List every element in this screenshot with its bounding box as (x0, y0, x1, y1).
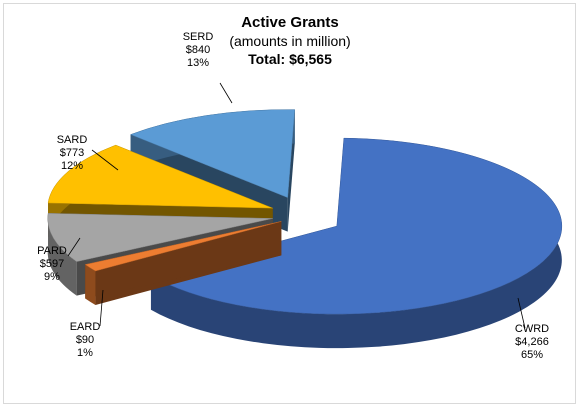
data-label-serd: SERD $840 13% (183, 31, 214, 69)
data-label-eard: EARD $90 1% (70, 321, 101, 359)
data-label-eard-line1: $90 (76, 334, 94, 346)
data-label-serd-line1: $840 (186, 44, 210, 56)
data-label-sard-line2: 12% (61, 160, 83, 172)
data-label-sard-line1: $773 (60, 147, 84, 159)
data-label-serd-line0: SERD (183, 31, 214, 43)
data-label-cwrd: CWRD $4,266 65% (515, 323, 549, 361)
data-label-pard-line1: $597 (40, 258, 64, 270)
slice-top-serd (129, 109, 296, 198)
slice-top-eard (84, 221, 282, 272)
data-label-cwrd-line1: $4,266 (515, 336, 549, 348)
slice-top-cwrd (150, 137, 563, 315)
chart-subtitle: (amounts in million) (229, 33, 351, 49)
leader-line-eard (99, 289, 104, 327)
data-label-pard-line2: 9% (44, 271, 60, 283)
data-label-serd-line2: 13% (187, 57, 209, 69)
leader-line-cwrd (517, 297, 526, 329)
pie-slice-cwrd (150, 137, 563, 349)
data-label-eard-line2: 1% (77, 347, 93, 359)
slice-side-pard (47, 213, 77, 296)
data-label-pard: PARD $597 9% (37, 245, 67, 283)
slice-top-sard (47, 144, 273, 209)
data-label-cwrd-line0: CWRD (515, 323, 549, 335)
leader-line-pard (67, 237, 81, 257)
chart-total: Total: $6,565 (248, 51, 332, 67)
leader-line-sard (91, 149, 119, 171)
chart-title-block: Active Grants (amounts in million) Total… (150, 14, 430, 68)
data-label-cwrd-line2: 65% (521, 349, 543, 361)
slice-side-cwrd (150, 138, 562, 349)
slice-side-eard (85, 264, 96, 305)
chart-title: Active Grants (241, 14, 339, 31)
pie-slice-eard (84, 221, 282, 305)
data-label-sard-line0: SARD (57, 134, 88, 146)
slice-wall-eard-1 (85, 221, 282, 299)
data-label-sard: SARD $773 12% (57, 134, 88, 172)
data-label-eard-line0: EARD (70, 321, 101, 333)
leader-line-serd (219, 82, 233, 104)
data-label-pard-line0: PARD (37, 245, 67, 257)
slice-top-pard (47, 213, 273, 262)
